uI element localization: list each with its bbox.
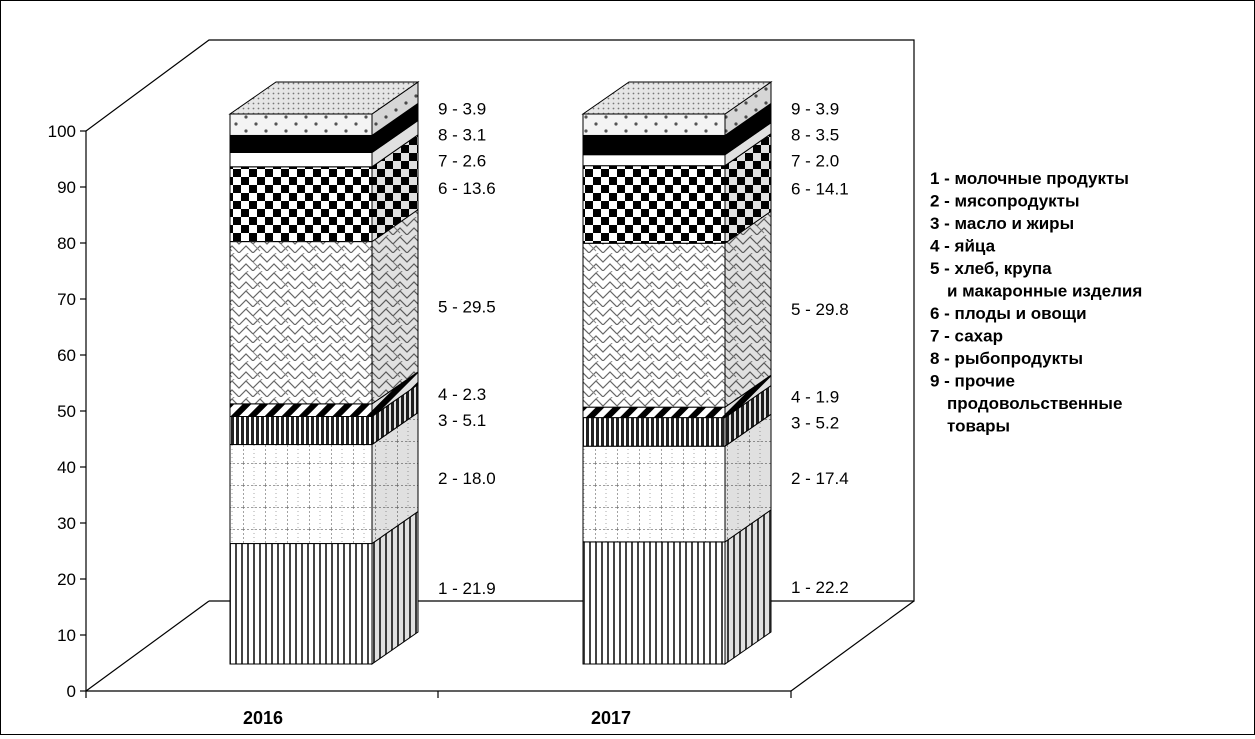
bar-segment-2016-8 [229,134,373,153]
chart-axes [85,39,915,692]
bar-side-shade-2016-4 [372,371,418,417]
segment-label-2016-1: 1 - 21.9 [438,579,496,598]
y-tick-label: 0 [67,682,76,701]
segment-label-2017-1: 1 - 22.2 [791,578,849,597]
bar-segment-2016-7 [229,152,373,168]
y-tick-label: 10 [57,626,76,645]
segment-label-2017-7: 7 - 2.0 [791,152,839,171]
segment-label-2017-9: 9 - 3.9 [791,100,839,119]
bar-segment-2016-3 [229,416,373,446]
legend-entry: 3 - масло и жиры [930,214,1074,233]
legend-entry: 8 - рыбопродукты [930,349,1083,368]
bar-segment-2017-6 [582,165,726,244]
bar-side-shade-2017-8 [725,103,771,155]
legend-entry: 5 - хлеб, крупа [930,259,1052,278]
y-tick-label: 100 [48,122,76,141]
y-tick-label: 50 [57,402,76,421]
bar-segment-2017-2 [582,445,726,543]
bars-group [228,81,773,665]
segment-label-2016-7: 7 - 2.6 [438,152,486,171]
segment-label-2016-6: 6 - 13.6 [438,179,496,198]
legend-entry: продовольственные [947,394,1122,413]
bar-side-shade-2017-2 [725,414,771,542]
bar-top-2016 [228,81,420,115]
segment-label-2017-4: 4 - 1.9 [791,387,839,406]
segment-label-2017-3: 3 - 5.2 [791,413,839,432]
segment-label-2017-6: 6 - 14.1 [791,179,849,198]
bar-segment-2017-5 [582,242,726,408]
bar-segment-2016-2 [229,444,373,545]
bar-segment-2016-6 [229,166,373,243]
legend-entry: 7 - сахар [930,327,1003,346]
bar-segment-2016-4 [229,403,373,418]
bar-side-shade-2017-7 [725,122,771,166]
bar-side-shade-2017-9 [725,82,771,136]
bar-side-shade-2017-3 [725,385,771,447]
bar-side-shade-2016-9 [372,82,418,136]
bar-top-2017 [581,81,773,115]
floor-right-edge [790,600,915,692]
y-tick-label: 70 [57,290,76,309]
bar-side-shade-2017-6 [725,133,771,244]
bar-segment-2017-4 [582,406,726,419]
y-tick-label: 20 [57,570,76,589]
x-category-label-2016: 2016 [243,708,283,728]
segment-label-2017-2: 2 - 17.4 [791,469,849,488]
legend-entry: 6 - плоды и овощи [930,304,1087,323]
bar-side-shade-2017-1 [725,509,771,664]
legend-entry: 4 - яйца [930,237,996,256]
y-tick-label: 40 [57,458,76,477]
y-tick-label: 80 [57,234,76,253]
bar-side-shade-2016-2 [372,412,418,544]
segment-label-2016-4: 4 - 2.3 [438,385,486,404]
back-wall-bottom-left-edge [85,600,210,692]
back-wall [85,39,915,602]
y-axis-ticks: 0 10 20 30 40 50 60 70 80 90 100 [48,122,792,701]
segment-label-2016-3: 3 - 5.1 [438,411,486,430]
bar-segment-2017-7 [582,154,726,167]
segment-label-2017-5: 5 - 29.8 [791,300,849,319]
bar-segment-2016-9 [229,113,373,136]
bar-segment-2016-5 [229,241,373,405]
segment-label-2016-2: 2 - 18.0 [438,469,496,488]
legend: 1 - молочные продукты 2 - мясопродукты 3 -… [930,169,1142,436]
y-tick-label: 60 [57,346,76,365]
bar-side-shade-2016-6 [372,134,418,242]
bar-segment-2017-1 [582,541,726,665]
segment-label-2016-5: 5 - 29.5 [438,298,496,317]
bar-side-shade-2017-4 [725,375,771,418]
y-tick-label: 90 [57,178,76,197]
bar-side-shade-2017-5 [725,211,771,408]
bar-side-shade-2016-8 [372,103,418,153]
legend-entry: 9 - прочие [930,372,1015,391]
segment-label-2016-8: 8 - 3.1 [438,126,486,145]
y-tick-label: 30 [57,514,76,533]
x-category-label-2017: 2017 [591,708,631,728]
bar-side-shade-2016-3 [372,384,418,445]
bar-side-shade-2016-7 [372,120,418,167]
bar-segment-2017-9 [582,113,726,136]
bar-side-shade-2016-1 [372,511,418,664]
legend-entry: и макаронные изделия [947,282,1142,301]
bar-side-shade-2016-5 [372,209,418,404]
legend-entry: 2 - мясопродукты [930,192,1080,211]
bar-segment-2016-1 [229,543,373,665]
segment-label-2016-9: 9 - 3.9 [438,100,486,119]
segment-labels: 1 - 21.9 2 - 18.0 3 - 5.1 4 - 2.3 5 - 29.5 6 … [438,100,849,598]
legend-entry: товары [947,417,1010,436]
bar-segment-2017-3 [582,417,726,447]
category-labels: 2016 2017 [243,708,631,728]
legend-entry: 1 - молочные продукты [930,169,1129,188]
segment-label-2017-8: 8 - 3.5 [791,126,839,145]
bar-segment-2017-8 [582,134,726,156]
